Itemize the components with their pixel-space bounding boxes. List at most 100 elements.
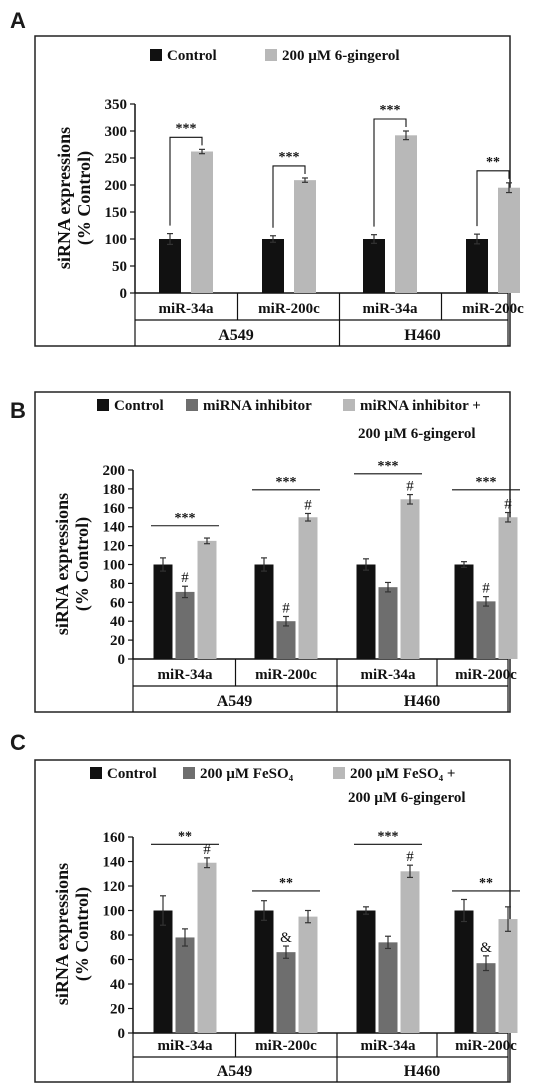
significance-bracket — [373, 118, 407, 227]
significance-label: *** — [378, 829, 399, 844]
bar — [476, 963, 496, 1033]
y-tick-label: 100 — [103, 558, 126, 574]
group-label: A549 — [218, 327, 254, 344]
significance-mark: # — [482, 581, 490, 597]
bar — [197, 540, 217, 659]
y-tick-label: 50 — [112, 259, 127, 275]
legend-swatch — [150, 49, 162, 61]
x-tick-label: miR-34a — [361, 667, 416, 683]
y-tick-label: 150 — [105, 205, 128, 221]
bar — [498, 187, 520, 293]
y-tick-label: 100 — [103, 904, 126, 920]
bar — [395, 135, 417, 293]
bar — [400, 499, 420, 659]
legend-swatch — [265, 49, 277, 61]
x-tick-label: miR-34a — [159, 301, 214, 317]
bar — [378, 587, 398, 659]
bar — [197, 862, 217, 1033]
y-tick-label: 0 — [120, 286, 128, 302]
y-tick-label: 100 — [105, 232, 128, 248]
significance-label: *** — [176, 121, 197, 136]
y-axis-label: siRNA expressions(% Control) — [52, 493, 93, 635]
panel-letter: B — [10, 398, 26, 423]
significance-label: ** — [279, 876, 293, 891]
bar — [153, 564, 173, 659]
significance-label: *** — [279, 150, 300, 165]
y-tick-label: 200 — [103, 463, 126, 479]
panel-b: B Control miRNA inhibitor miRNA inhibitor +… — [10, 391, 520, 713]
y-axis-label: siRNA expressions(% Control) — [54, 127, 95, 269]
legend-label: Control — [114, 398, 164, 414]
significance-mark: # — [504, 497, 512, 513]
y-axis-label-line: siRNA expressions — [54, 127, 74, 269]
y-tick-label: 350 — [105, 97, 128, 113]
bar — [356, 910, 376, 1033]
significance-mark: # — [181, 570, 189, 586]
legend-label: 200 µM FeSO₄ + — [350, 766, 455, 782]
legend-label: Control — [107, 766, 157, 782]
significance-mark: & — [480, 940, 492, 956]
y-tick-label: 250 — [105, 151, 128, 167]
significance-label: ** — [486, 155, 500, 170]
y-tick-label: 0 — [118, 1026, 126, 1042]
significance-label: *** — [378, 459, 399, 474]
bar — [175, 591, 195, 659]
bar — [400, 871, 420, 1033]
y-tick-label: 20 — [110, 633, 125, 649]
significance-bracket — [476, 170, 510, 227]
bar — [363, 239, 385, 293]
y-tick-label: 140 — [103, 520, 126, 536]
bar — [153, 910, 173, 1033]
y-axis-label: siRNA expressions(% Control) — [52, 863, 93, 1005]
significance-label: ** — [178, 829, 192, 844]
significance-mark: # — [406, 479, 414, 495]
bar — [298, 916, 318, 1033]
group-label: A549 — [217, 693, 253, 710]
y-tick-label: 120 — [103, 879, 126, 895]
bar — [175, 937, 195, 1033]
panel-letter: C — [10, 730, 26, 755]
y-tick-label: 200 — [105, 178, 128, 194]
panel-letter: A — [10, 8, 26, 33]
y-tick-label: 20 — [110, 1002, 125, 1018]
y-tick-label: 160 — [103, 830, 126, 846]
significance-bracket — [272, 165, 306, 228]
y-axis-label-line: (% Control) — [74, 151, 95, 245]
legend-swatch — [183, 767, 195, 779]
legend-label: Control — [167, 48, 217, 64]
y-tick-label: 80 — [110, 928, 125, 944]
panel-c: C Control 200 µM FeSO₄ 200 µM FeSO₄ + 200 µM… — [10, 730, 520, 1083]
legend-swatch — [90, 767, 102, 779]
bar — [191, 151, 213, 293]
bar — [254, 910, 274, 1033]
significance-mark: & — [280, 930, 292, 946]
bar — [298, 517, 318, 659]
x-tick-label: miR-200c — [455, 667, 517, 683]
x-tick-label: miR-200c — [462, 301, 524, 317]
legend-label: 200 µM 6-gingerol — [282, 48, 400, 64]
y-tick-label: 40 — [110, 977, 125, 993]
y-tick-label: 80 — [110, 576, 125, 592]
bar — [294, 180, 316, 293]
y-tick-label: 160 — [103, 501, 126, 517]
significance-bracket — [169, 136, 203, 226]
significance-mark: # — [304, 497, 312, 513]
group-label: H460 — [404, 1063, 440, 1080]
bar — [254, 564, 274, 659]
x-tick-label: miR-34a — [158, 1038, 213, 1054]
y-axis-label-line: (% Control) — [72, 517, 93, 611]
x-tick-label: miR-200c — [258, 301, 320, 317]
group-label: H460 — [404, 693, 440, 710]
group-label: A549 — [217, 1063, 253, 1080]
bar — [378, 942, 398, 1033]
significance-label: ** — [479, 876, 493, 891]
bar — [356, 564, 376, 659]
legend-label: miRNA inhibitor + — [360, 398, 481, 414]
y-tick-label: 60 — [110, 595, 125, 611]
bar — [454, 564, 474, 659]
y-tick-label: 0 — [118, 652, 126, 668]
significance-label: *** — [175, 511, 196, 526]
bar — [466, 239, 488, 293]
y-axis-label-line: siRNA expressions — [52, 863, 72, 1005]
